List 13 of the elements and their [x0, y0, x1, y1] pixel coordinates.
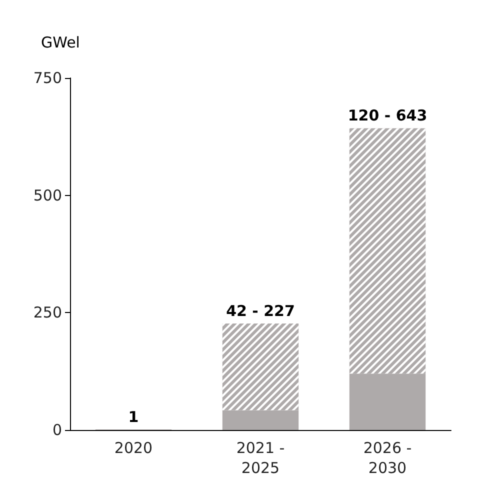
- y-tick-label: 750: [33, 69, 62, 87]
- bar: [349, 374, 426, 430]
- bar: [222, 410, 299, 430]
- total-label: 1: [128, 408, 139, 426]
- y-tick-label: 500: [33, 186, 62, 204]
- x-tick-label: 2020: [114, 439, 153, 457]
- x-tick-label: 2026 - 2030: [363, 439, 412, 477]
- total-label: 42 - 227: [226, 302, 295, 320]
- y-tick-label: 250: [33, 304, 62, 322]
- y-axis-title: GWel: [41, 34, 80, 52]
- y-tick-label: 0: [52, 421, 62, 439]
- x-tick-label: 2021 - 2025: [236, 439, 285, 477]
- total-label: 120 - 643: [348, 106, 428, 125]
